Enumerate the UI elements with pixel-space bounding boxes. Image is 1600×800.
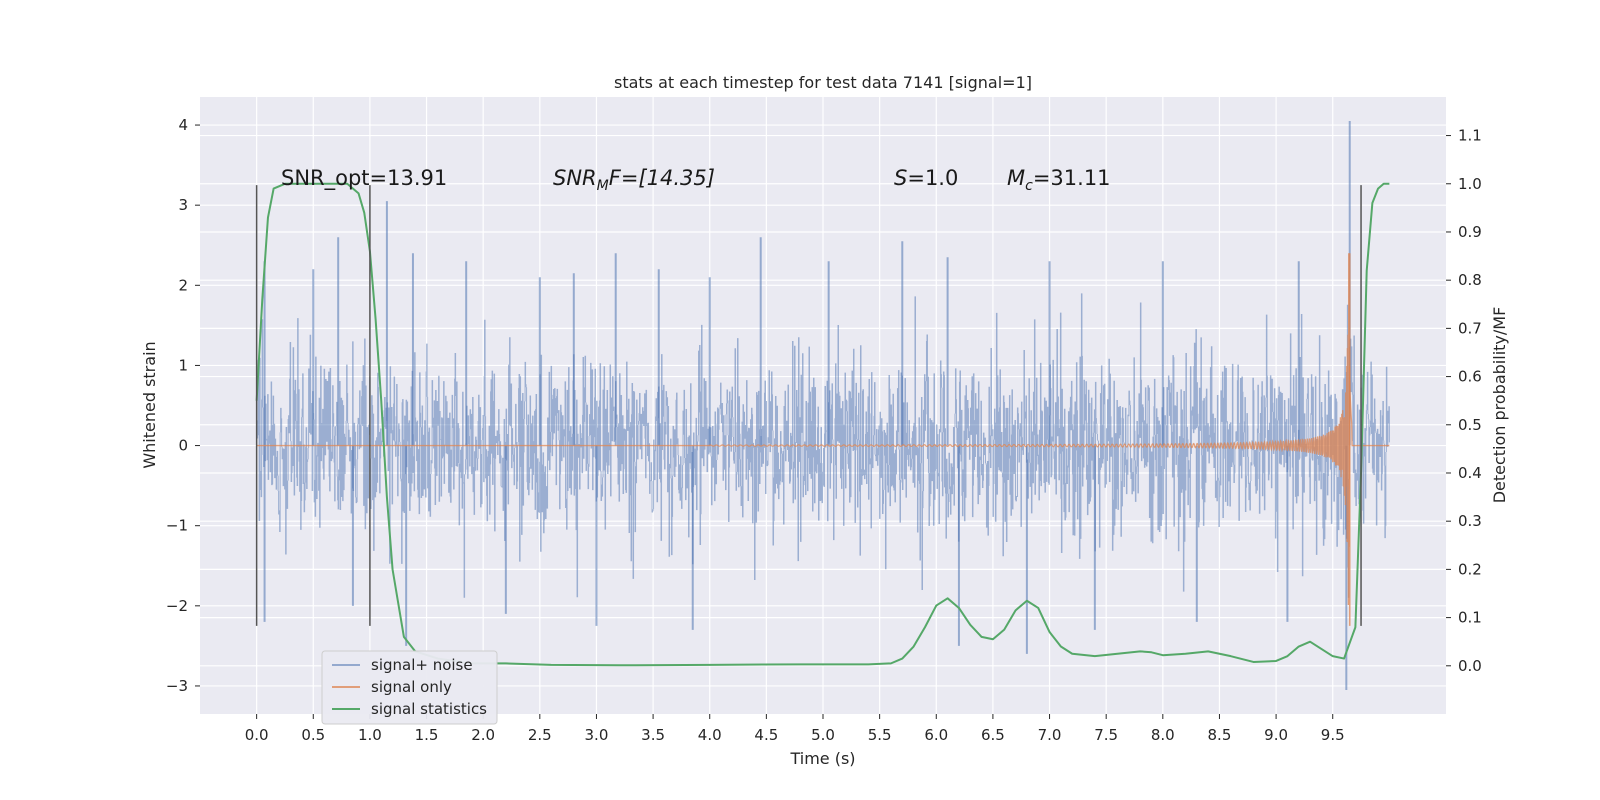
y-right-tick-label: 0.8 [1458,271,1482,289]
y-right-tick-label: 0.6 [1458,368,1482,386]
y-axis-label: Whitened strain [140,341,159,468]
x-tick-label: 8.5 [1208,726,1232,744]
legend-label-stats: signal statistics [371,700,487,718]
x-tick-label: 5.5 [868,726,892,744]
statistics-trace [255,182,1390,667]
y-right-tick-label: 0.4 [1458,464,1482,482]
x-tick-label: 0.0 [245,726,269,744]
y-right-axis-ticks: 1.1 1.0 0.9 0.8 0.7 0.6 0.5 0.4 0.3 0.2 0.1 0.0 [1446,127,1482,675]
x-tick-label: 7.5 [1094,726,1118,744]
y-right-tick-label: 1.0 [1458,175,1482,193]
x-tick-label: 6.5 [981,726,1005,744]
annotation-s: S=1.0 [894,166,958,190]
annotation-snr-opt: SNR_opt=13.91 [281,166,447,191]
y-tick-label: 3 [178,196,188,214]
x-tick-label: 1.0 [358,726,382,744]
x-axis-ticks: 0.0 0.5 1.0 1.5 2.0 2.5 3.0 3.5 4.0 4.5 5.0 5.5 6.0 6… [245,714,1345,744]
window-markers [255,185,1362,626]
x-tick-label: 9.5 [1321,726,1345,744]
legend-box [321,650,498,725]
y-tick-label: 4 [178,116,188,134]
x-tick-label: 2.0 [471,726,495,744]
x-tick-label: 4.0 [698,726,722,744]
x-tick-label: 9.0 [1264,726,1288,744]
y-right-tick-label: 0.2 [1458,560,1482,578]
y-right-axis-label: Detection probability/MF [1490,307,1509,504]
series-signal-only [256,253,1390,626]
y-axis-ticks: 4 3 2 1 0 −1 −2 −3 [166,116,200,695]
x-tick-label: 3.5 [641,726,665,744]
y-tick-label: 2 [178,276,188,294]
y-tick-label: 1 [178,356,188,374]
y-right-tick-label: 0.7 [1458,319,1482,337]
y-right-tick-label: 1.1 [1458,127,1482,145]
y-right-tick-label: 0.1 [1458,609,1482,627]
x-tick-label: 3.0 [585,726,609,744]
x-axis-label: Time (s) [789,749,855,768]
x-tick-label: 2.5 [528,726,552,744]
legend-label-signal: signal only [371,678,452,696]
x-tick-label: 8.0 [1151,726,1175,744]
y-right-tick-label: 0.5 [1458,416,1482,434]
x-tick-label: 4.5 [754,726,778,744]
legend-label-noise: signal+ noise [371,656,473,674]
series-signal-statistics [255,182,1390,667]
y-tick-label: 0 [178,437,188,455]
x-tick-label: 6.0 [924,726,948,744]
x-tick-label: 7.0 [1038,726,1062,744]
y-tick-label: −2 [166,597,188,615]
x-tick-label: 1.5 [415,726,439,744]
y-right-tick-label: 0.9 [1458,223,1482,241]
y-right-tick-label: 0.3 [1458,512,1482,530]
x-tick-label: 0.5 [301,726,325,744]
chart-title: stats at each timestep for test data 714… [614,73,1032,92]
legend: signal+ noise signal only signal statist… [321,650,498,725]
signal-trace [256,253,1390,605]
y-tick-label: −3 [166,677,188,695]
annotation-mc: Mc=31.11 [1007,166,1111,194]
y-right-tick-label: 0.0 [1458,657,1482,675]
y-tick-label: −1 [166,517,188,535]
x-tick-label: 5.0 [811,726,835,744]
annotation-snr-mf: SNRMF=[14.35] [553,166,715,194]
